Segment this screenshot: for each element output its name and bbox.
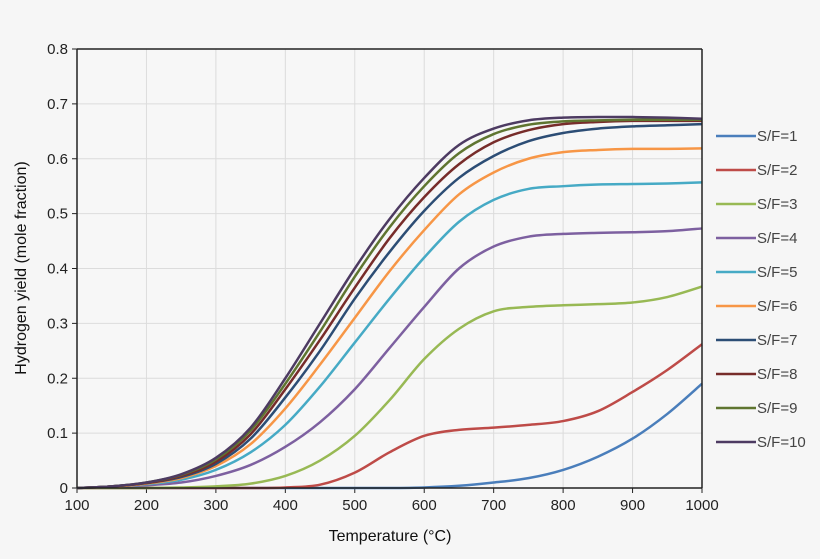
legend-label: S/F=8 [757, 366, 797, 383]
y-tick-label: 0.3 [47, 315, 68, 332]
legend-label: S/F=1 [757, 128, 797, 145]
legend-label: S/F=9 [757, 400, 797, 417]
x-tick-label: 300 [203, 497, 228, 514]
y-tick-label: 0.2 [47, 370, 68, 387]
y-tick-label: 0 [60, 480, 68, 497]
x-axis-label: Temperature (°C) [329, 528, 452, 545]
x-tick-label: 500 [342, 497, 367, 514]
x-tick-label: 200 [134, 497, 159, 514]
y-tick-label: 0.6 [47, 151, 68, 168]
y-tick-label: 0.4 [47, 261, 68, 278]
x-tick-label: 400 [273, 497, 298, 514]
y-tick-label: 0.8 [47, 41, 68, 58]
legend-label: S/F=4 [757, 230, 797, 247]
legend-label: S/F=2 [757, 162, 797, 179]
series-line-sf-4 [76, 227, 703, 490]
x-tick-label: 700 [481, 497, 506, 514]
x-tick-label: 600 [412, 497, 437, 514]
series-line-sf-5 [76, 181, 703, 490]
legend-label: S/F=7 [757, 332, 797, 349]
legend-label: S/F=10 [757, 434, 806, 451]
x-tick-label: 100 [64, 497, 89, 514]
series-line-sf-10 [76, 115, 703, 490]
y-tick-label: 0.7 [47, 96, 68, 113]
y-axis-ticks: 0 0.1 0.2 0.3 0.4 0.5 0.6 0.7 0.8 [47, 41, 77, 497]
legend-label: S/F=3 [757, 196, 797, 213]
x-tick-label: 800 [551, 497, 576, 514]
x-tick-label: 1000 [685, 497, 718, 514]
x-tick-label: 900 [620, 497, 645, 514]
y-axis-label: Hydrogen yield (mole fraction) [13, 161, 30, 374]
legend-label: S/F=5 [757, 264, 797, 281]
x-axis-ticks: 100 200 300 400 500 600 700 800 900 1000 [64, 488, 719, 514]
legend-label: S/F=6 [757, 298, 797, 315]
legend: S/F=1 S/F=2 S/F=3 S/F=4 S/F=5 S/F=6 S/F=7 S/F=8… [716, 128, 806, 451]
y-tick-label: 0.1 [47, 425, 68, 442]
y-tick-label: 0.5 [47, 206, 68, 223]
